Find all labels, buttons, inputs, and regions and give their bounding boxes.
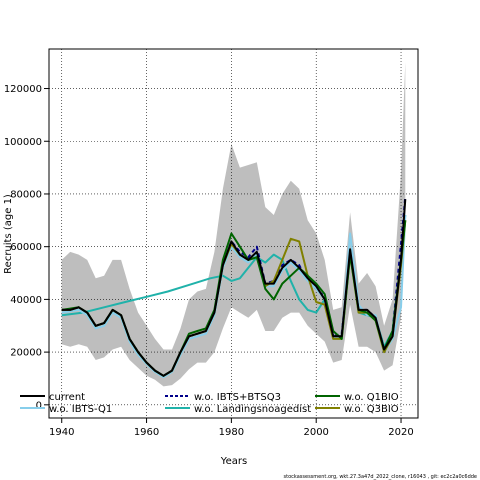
legend-label-0: current xyxy=(49,392,85,403)
y-tick-label: 0 xyxy=(36,400,42,411)
y-axis: 0 20000 40000 60000 80000 100000 120000 xyxy=(4,84,49,411)
y-tick-label: 60000 xyxy=(10,242,42,253)
legend-label-3: w.o. IBTS-Q1 xyxy=(49,404,112,415)
x-axis: 1940 1960 1980 2000 2020 xyxy=(49,418,414,438)
x-tick-label: 1960 xyxy=(134,427,159,438)
series-line-3 xyxy=(61,214,407,379)
y-axis-label: Recruits (age 1) xyxy=(3,194,14,274)
x-tick-label: 1940 xyxy=(49,427,74,438)
y-tick-label: 80000 xyxy=(10,189,42,200)
confidence-band xyxy=(61,62,406,387)
series-lines xyxy=(61,196,407,379)
legend-label-4: w.o. Landingsnoagedist xyxy=(194,404,311,415)
y-tick-label: 40000 xyxy=(10,295,42,306)
confidence-band-area xyxy=(61,62,406,387)
legend-label-2: w.o. Q1BIO xyxy=(344,392,399,403)
legend-label-5: w.o. Q3BIO xyxy=(344,404,399,415)
x-tick-label: 2020 xyxy=(388,427,413,438)
x-tick-label: 1980 xyxy=(219,427,244,438)
legend-label-1: w.o. IBTS+BTSQ3 xyxy=(194,392,281,403)
y-tick-label: 20000 xyxy=(10,348,42,359)
x-axis-label: Years xyxy=(220,456,247,467)
footnote: stockassessment.org, wkt.27.3a47d_2022_c… xyxy=(284,474,477,480)
x-tick-label: 2000 xyxy=(303,427,328,438)
y-tick-label: 100000 xyxy=(4,137,42,148)
series-line-0 xyxy=(61,199,407,377)
plot-frame xyxy=(48,48,419,419)
y-tick-label: 120000 xyxy=(4,84,42,95)
